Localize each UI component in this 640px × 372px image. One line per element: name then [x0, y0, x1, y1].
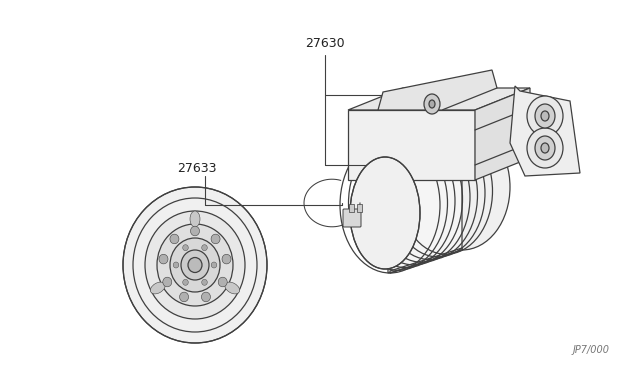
- Ellipse shape: [182, 279, 188, 285]
- Ellipse shape: [159, 254, 168, 264]
- Ellipse shape: [173, 262, 179, 268]
- Ellipse shape: [429, 100, 435, 108]
- Ellipse shape: [211, 234, 220, 244]
- Ellipse shape: [180, 292, 189, 302]
- Ellipse shape: [222, 254, 231, 264]
- Polygon shape: [510, 86, 580, 176]
- Ellipse shape: [170, 234, 179, 244]
- Polygon shape: [378, 70, 497, 110]
- Polygon shape: [348, 88, 530, 110]
- Polygon shape: [348, 110, 475, 180]
- Ellipse shape: [535, 136, 555, 160]
- FancyBboxPatch shape: [343, 209, 361, 227]
- Ellipse shape: [218, 277, 227, 287]
- Ellipse shape: [157, 224, 233, 306]
- Ellipse shape: [424, 94, 440, 114]
- Text: JP7/000: JP7/000: [573, 345, 610, 355]
- Text: 27630: 27630: [305, 37, 345, 50]
- Ellipse shape: [527, 96, 563, 136]
- Ellipse shape: [190, 211, 200, 227]
- Polygon shape: [390, 248, 462, 273]
- Ellipse shape: [145, 211, 245, 319]
- Ellipse shape: [211, 262, 217, 268]
- Ellipse shape: [541, 111, 549, 121]
- Ellipse shape: [182, 245, 188, 251]
- Bar: [357, 204, 362, 212]
- Ellipse shape: [225, 282, 239, 294]
- Polygon shape: [388, 124, 462, 273]
- Ellipse shape: [181, 250, 209, 280]
- Ellipse shape: [188, 257, 202, 273]
- Polygon shape: [475, 88, 530, 180]
- Ellipse shape: [163, 277, 172, 287]
- Ellipse shape: [414, 124, 510, 250]
- Ellipse shape: [535, 104, 555, 128]
- Ellipse shape: [202, 279, 207, 285]
- Ellipse shape: [150, 282, 165, 294]
- Polygon shape: [390, 124, 462, 139]
- Ellipse shape: [202, 245, 207, 251]
- Ellipse shape: [527, 128, 563, 168]
- Ellipse shape: [350, 157, 420, 269]
- Ellipse shape: [191, 226, 200, 236]
- Ellipse shape: [541, 143, 549, 153]
- Bar: [349, 204, 354, 212]
- Ellipse shape: [170, 238, 220, 292]
- Text: 27633: 27633: [177, 161, 217, 174]
- Ellipse shape: [202, 292, 211, 302]
- Ellipse shape: [123, 187, 267, 343]
